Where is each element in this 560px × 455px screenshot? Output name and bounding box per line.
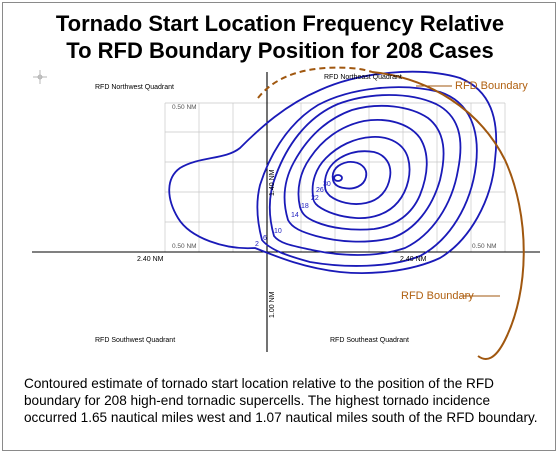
figure-frame <box>2 2 556 451</box>
contour-label: 2 <box>255 241 259 248</box>
title-line-2: To RFD Boundary Position for 208 Cases <box>66 38 494 63</box>
contour-10 <box>268 94 462 256</box>
contour-label: 18 <box>301 203 309 210</box>
compass-rose-icon <box>33 70 47 84</box>
contour-22 <box>311 136 411 219</box>
contour-30 <box>331 161 368 190</box>
contours <box>168 70 498 274</box>
contour-14 <box>283 105 445 243</box>
contour-18 <box>297 119 428 231</box>
axis-label-north: 1.40 NM <box>269 169 276 196</box>
contour-26 <box>324 150 392 205</box>
contour-label: 14 <box>291 212 299 219</box>
quadrant-northeast-label: RFD Northeast Quadrant <box>324 74 402 81</box>
axis-label-south: 1.00 NM <box>269 291 276 318</box>
rfd-boundary-dashed <box>257 66 373 99</box>
figure-caption: Contoured estimate of tornado start loca… <box>24 376 538 425</box>
contour-label: 10 <box>274 228 282 235</box>
quadrant-northwest-label: RFD Northwest Quadrant <box>95 84 174 91</box>
rfd-boundary <box>257 66 525 360</box>
contour-2 <box>168 70 498 274</box>
contour-label: 22 <box>311 195 319 202</box>
quadrant-southeast-label: RFD Southeast Quadrant <box>330 337 409 344</box>
grid-label-right: 0.50 NM <box>472 243 497 250</box>
rfd-boundary-solid <box>371 71 525 360</box>
contour-label: 26 <box>316 187 324 194</box>
figure-title: Tornado Start Location Frequency Relativ… <box>0 10 560 64</box>
grid <box>164 102 506 252</box>
contour-6 <box>256 86 478 267</box>
axes <box>32 72 540 352</box>
title-line-1: Tornado Start Location Frequency Relativ… <box>55 11 505 36</box>
contour-label: 6 <box>263 235 267 242</box>
axis-label-west: 2.40 NM <box>137 256 164 263</box>
axis-label-east: 2.40 NM <box>400 256 427 263</box>
grid-label-top: 0.50 NM <box>172 104 197 111</box>
rfd-label-lower: RFD Boundary <box>401 290 474 302</box>
quadrant-southwest-label: RFD Southwest Quadrant <box>95 337 175 344</box>
contour-peak <box>333 174 343 182</box>
grid-label-left: 0.50 NM <box>172 243 197 250</box>
contour-label: 30 <box>323 181 331 188</box>
rfd-label-upper: RFD Boundary <box>455 80 528 92</box>
